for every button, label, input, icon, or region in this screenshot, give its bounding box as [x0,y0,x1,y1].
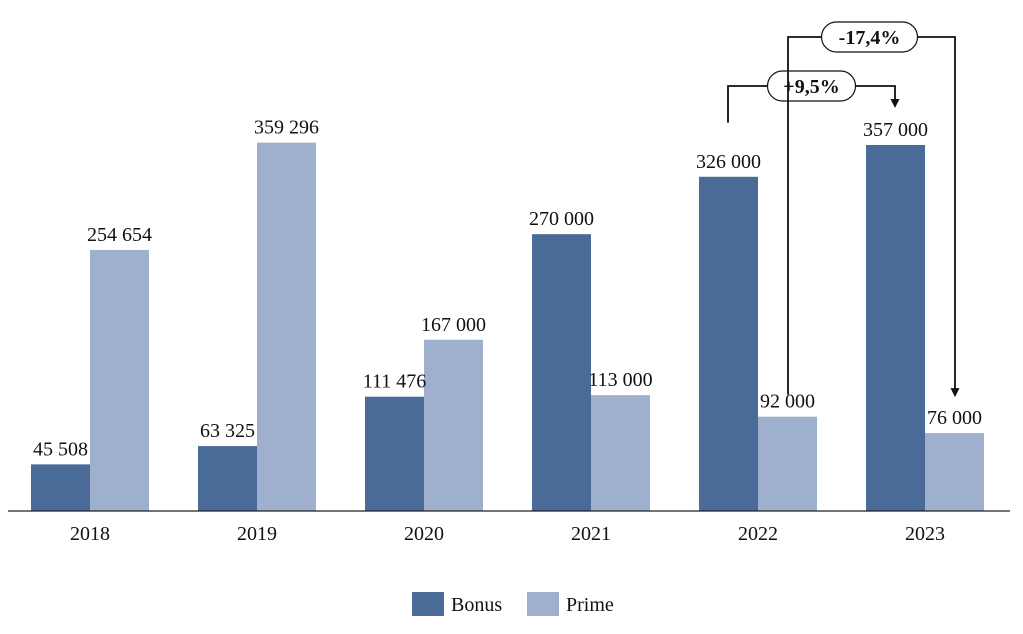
x-tick-label-2022: 2022 [738,523,778,545]
x-tick-label-2023: 2023 [905,523,945,545]
bar-prime-2020 [424,339,483,511]
annotation-label-2: -17,4% [839,27,901,49]
data-label-bonus-2021: 270 000 [529,208,594,230]
bar-bonus-2021 [532,234,591,511]
bar-bonus-2019 [198,446,257,511]
legend-swatch-bonus [412,592,444,616]
legend-label-bonus: Bonus [451,594,502,616]
data-label-prime-2021: 113 000 [588,369,652,391]
annotation-arrowhead-2 [950,388,960,398]
bar-bonus-2022 [699,176,758,512]
bar-bonus-2020 [365,396,424,511]
x-tick-label-2021: 2021 [571,523,611,545]
data-label-prime-2020: 167 000 [421,314,486,336]
data-label-prime-2019: 359 296 [254,117,319,139]
bar-prime-2018 [90,249,149,511]
legend: Bonus Prime [412,592,614,616]
x-tick-label-2019: 2019 [237,523,277,545]
data-labels-layer: 45 508 63 325 111 476 270 000 326 000 357 000… [33,117,982,461]
legend-swatch-prime [527,592,559,616]
data-label-prime-2018: 254 654 [87,224,152,246]
data-label-bonus-2023: 357 000 [863,119,928,141]
annotation-arrowhead-1 [890,99,900,108]
annotations-layer: +9,5% -17,4% [727,21,960,398]
annotation-pill-2 [820,21,919,53]
data-label-bonus-2019: 63 325 [200,420,255,442]
bar-bonus-2018 [31,464,90,511]
x-tick-label-2020: 2020 [404,523,444,545]
annotation-pill-1 [766,70,857,102]
bars-layer [31,142,984,512]
legend-label-prime: Prime [566,594,614,616]
x-tick-labels: 2018 2019 2020 2021 2022 2023 [70,523,945,545]
bar-prime-2023 [925,433,984,511]
data-label-prime-2023: 76 000 [927,407,982,429]
data-label-bonus-2020: 111 476 [363,371,427,393]
data-label-bonus-2018: 45 508 [33,438,88,460]
bar-prime-2019 [257,142,316,511]
annotation-label-1: +9,5% [783,76,839,98]
data-label-prime-2022: 92 000 [760,391,815,413]
bar-bonus-2023 [866,145,925,511]
bar-prime-2022 [758,416,817,511]
bar-prime-2021 [591,395,650,511]
x-tick-label-2018: 2018 [70,523,110,545]
data-label-bonus-2022: 326 000 [696,151,761,173]
